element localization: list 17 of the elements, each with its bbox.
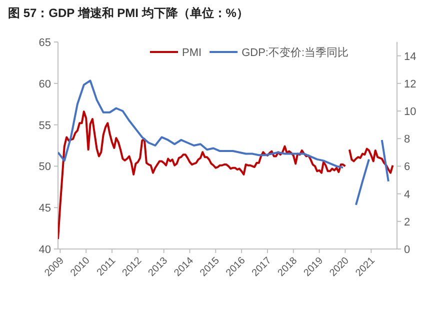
- y-tick-label: 45: [38, 202, 51, 215]
- y2-tick-label: 8: [404, 134, 410, 146]
- y-tick-label: 40: [38, 244, 51, 256]
- chart-title: 图 57：GDP 增速和 PMI 均下降（单位：%）: [8, 6, 248, 20]
- y2-tick-label: 4: [404, 188, 410, 201]
- y2-tick-label: 6: [404, 161, 410, 174]
- y2-tick-label: 0: [404, 244, 410, 256]
- y-tick-label: 60: [38, 78, 51, 90]
- y-tick-label: 55: [38, 120, 51, 132]
- legend-label: PMI: [182, 47, 202, 59]
- y2-tick-label: 10: [404, 106, 416, 118]
- legend-label: GDP:不变价:当季同比: [242, 46, 349, 59]
- y-tick-label: 50: [38, 161, 51, 174]
- y-tick-label: 65: [38, 37, 51, 49]
- y2-tick-label: 2: [404, 216, 410, 228]
- y2-tick-label: 14: [404, 50, 416, 63]
- y2-tick-label: 12: [404, 78, 416, 90]
